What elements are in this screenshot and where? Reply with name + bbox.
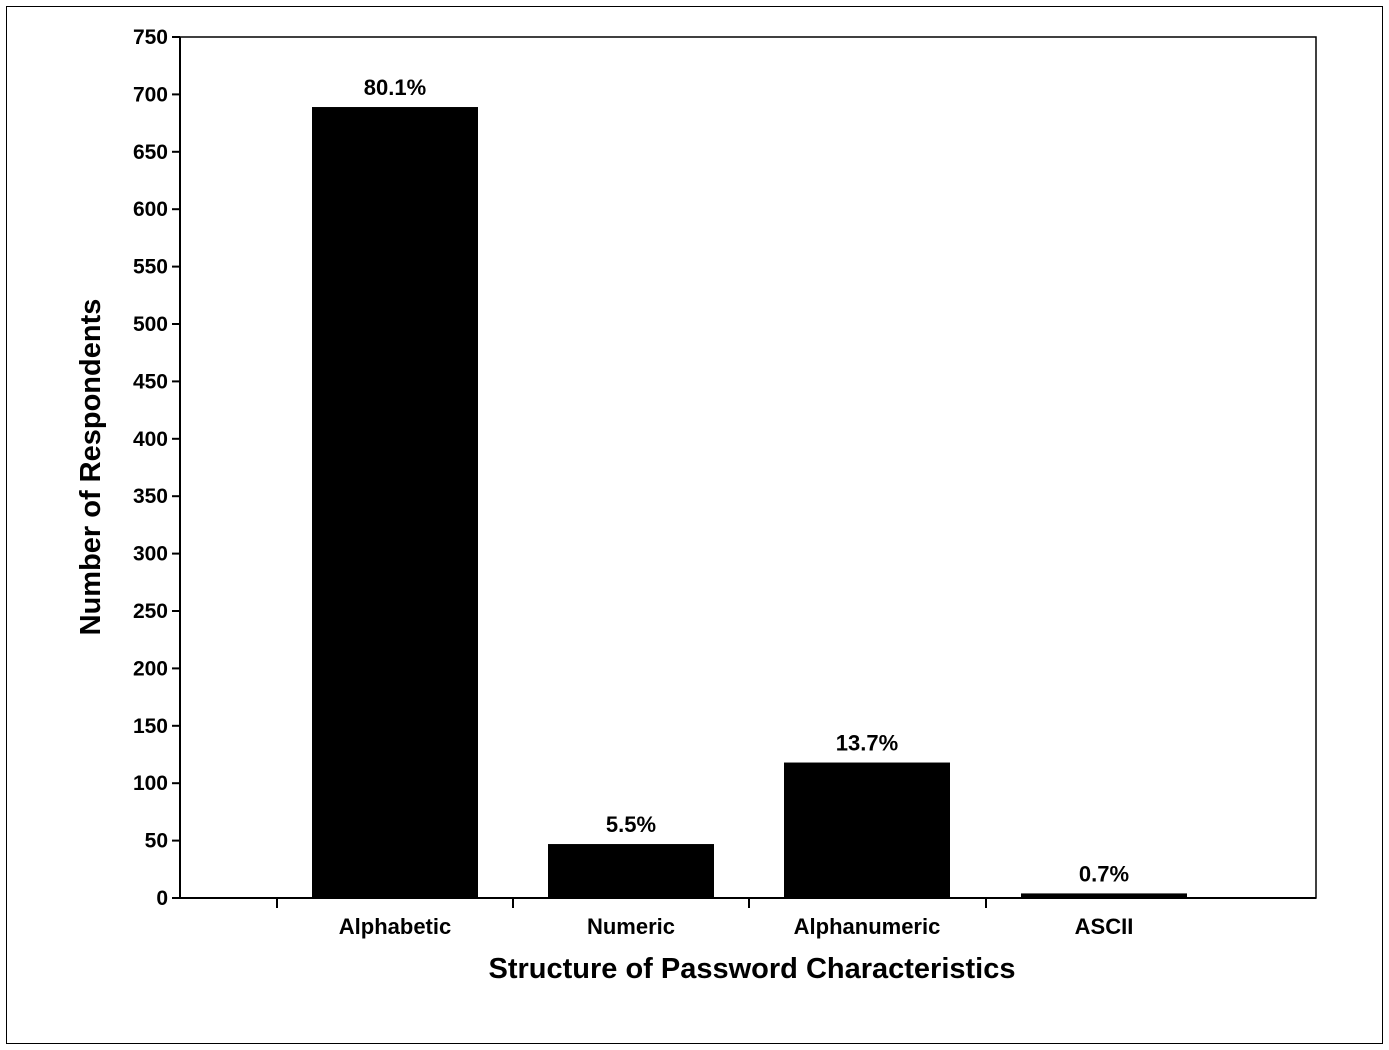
- chart-frame: [6, 6, 1383, 1044]
- y-tick-label: 250: [133, 600, 168, 623]
- bar-alphanumeric: [784, 762, 950, 898]
- y-tick-label: 50: [145, 830, 168, 853]
- x-category-label: Alphanumeric: [794, 914, 941, 939]
- bar-numeric: [548, 844, 714, 898]
- y-tick-label: 400: [133, 428, 168, 451]
- data-label: 80.1%: [364, 75, 426, 100]
- y-axis-title: Number of Respondents: [75, 299, 107, 636]
- data-label: 13.7%: [836, 731, 898, 756]
- y-tick-label: 450: [133, 370, 168, 393]
- x-axis-title: Structure of Password Characteristics: [488, 953, 1015, 985]
- y-tick-label: 650: [133, 141, 168, 164]
- y-tick-label: 350: [133, 485, 168, 508]
- bars-group: 80.1% 5.5% 13.7% 0.7%: [312, 75, 1187, 898]
- y-tick-label: 200: [133, 657, 168, 680]
- x-axis-ticks: Alphabetic Numeric Alphanumeric ASCII: [276, 898, 1134, 939]
- y-tick-label: 600: [133, 198, 168, 221]
- y-tick-label: 300: [133, 543, 168, 566]
- y-tick-label: 0: [156, 887, 168, 910]
- y-tick-label: 150: [133, 715, 168, 738]
- x-category-label: Numeric: [587, 914, 675, 939]
- data-label: 5.5%: [606, 812, 656, 837]
- bar-alphabetic: [312, 107, 478, 898]
- y-axis-ticks: 0 50 100 150 200 250 300 350 400 450 500 550 600 650 7…: [133, 26, 180, 910]
- y-tick-label: 550: [133, 256, 168, 279]
- y-tick-label: 750: [133, 26, 168, 49]
- bar-ascii: [1021, 893, 1187, 898]
- x-category-label: Alphabetic: [339, 914, 451, 939]
- y-tick-label: 700: [133, 83, 168, 106]
- y-tick-label: 100: [133, 772, 168, 795]
- x-category-label: ASCII: [1075, 914, 1134, 939]
- data-label: 0.7%: [1079, 861, 1129, 886]
- y-tick-label: 500: [133, 313, 168, 336]
